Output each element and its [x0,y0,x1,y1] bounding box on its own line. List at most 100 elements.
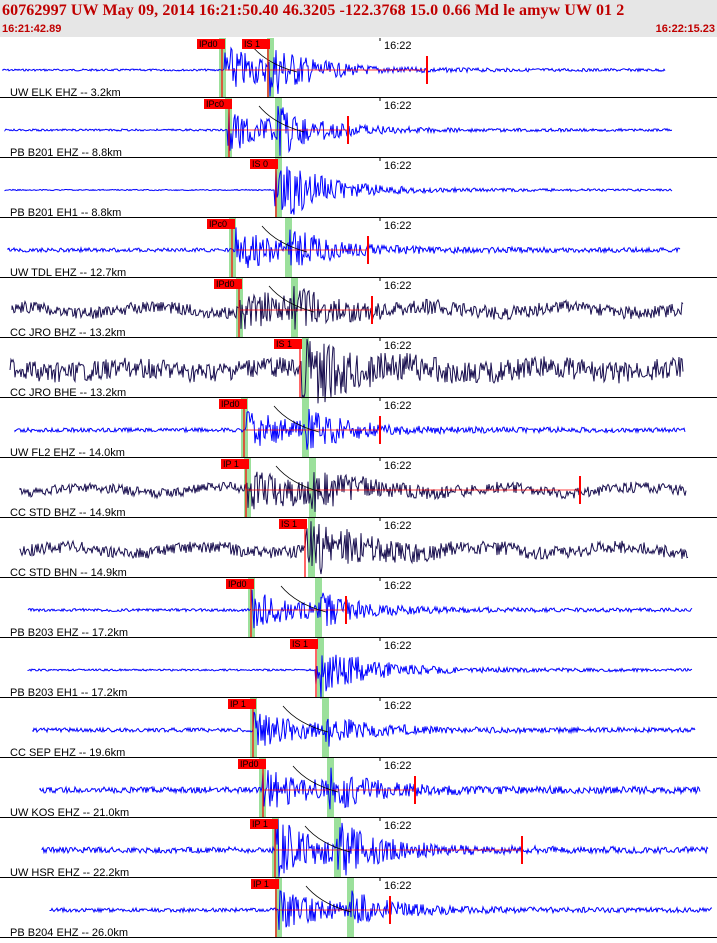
p-pick-flag[interactable] [204,99,232,109]
trace-panel[interactable]: IPd0 16:22 UW FL2 EHZ -- 14.0km [0,398,717,459]
p-pick-flag[interactable] [207,219,235,229]
station-label: UW KOS EHZ -- 21.0km [10,807,129,819]
minute-time-label: 16:22 [384,700,412,712]
s-pick-flag[interactable] [242,39,270,49]
station-label: CC JRO BHZ -- 13.2km [10,327,126,339]
station-label: PB B204 EHZ -- 26.0km [10,927,128,938]
s-pick-label: IS 1 [281,519,297,529]
s-arrival-band [267,38,274,98]
s-pick-flag[interactable] [290,639,318,649]
moveout-curve [268,285,315,313]
minute-time-label: 16:22 [384,280,412,292]
station-label: PB B201 EH1 -- 8.8km [10,207,121,219]
p-pick-flag[interactable] [221,459,249,469]
station-label: UW TDL EHZ -- 12.7km [10,267,126,279]
waveform [27,589,693,629]
trace-panel[interactable]: IP 1 16:22 CC STD BHZ -- 14.9km [0,458,717,519]
station-label: PB B203 EHZ -- 17.2km [10,627,128,639]
waveform [7,227,681,268]
s-pick-flag[interactable] [279,519,307,529]
station-label: CC STD BHN -- 14.9km [10,567,127,579]
s-arrival-band [317,638,324,698]
p-pick-label: IPd0 [228,579,247,589]
p-pick-flag[interactable] [226,579,254,589]
waveform [19,521,689,575]
trace-panel[interactable]: IS 1 16:22 CC STD BHN -- 14.9km [0,518,717,579]
moveout-curve [275,465,322,493]
moveout-curve [305,885,352,913]
minute-time-label: 16:22 [384,820,412,832]
trace-panel[interactable]: IPd0 16:22 UW KOS EHZ -- 21.0km [0,758,717,819]
p-pick-flag[interactable] [197,39,225,49]
station-label: UW HSR EHZ -- 22.2km [10,867,129,879]
minute-time-label: 16:22 [384,520,412,532]
s-pick-label: IS 0 [252,159,268,169]
minute-time-label: 16:22 [384,760,412,772]
s-pick-label: IS 1 [276,339,292,349]
minute-time-label: 16:22 [384,220,412,232]
seismogram-traces[interactable]: IPd0 IS 1 16:22 UW ELK EHZ -- 3.2km IPc0 16:2… [0,38,717,939]
minute-time-label: 16:22 [384,400,412,412]
p-pick-flag[interactable] [228,699,256,709]
waveform [27,654,693,699]
trace-panel[interactable]: IP 1 16:22 CC SEP EHZ -- 19.6km [0,698,717,759]
trace-panel[interactable]: IPd0 16:22 CC JRO BHZ -- 13.2km [0,278,717,339]
waveform [49,890,713,930]
trace-panel[interactable]: IPd0 16:22 PB B203 EHZ -- 17.2km [0,578,717,639]
p-pick-label: IPc0 [209,219,227,229]
s-pick-flag[interactable] [274,339,302,349]
s-pick-flag[interactable] [250,159,278,169]
waveform [4,166,673,215]
station-label: PB B201 EHZ -- 8.8km [10,147,122,159]
p-pick-label: IPd0 [221,399,240,409]
moveout-curve [273,405,320,433]
minute-time-label: 16:22 [384,340,412,352]
moveout-curve [292,765,339,793]
p-pick-label: IPd0 [240,759,259,769]
station-label: UW FL2 EHZ -- 14.0km [10,447,125,459]
trace-panel[interactable]: IP 1 16:22 UW HSR EHZ -- 22.2km [0,818,717,879]
waveform [11,286,684,330]
p-pick-flag[interactable] [251,879,279,889]
station-label: UW ELK EHZ -- 3.2km [10,87,121,99]
p-pick-label: IP 1 [230,699,246,709]
window-end-time: 16:22:15.23 [655,23,715,35]
p-pick-label: IP 1 [223,459,239,469]
waveform [4,106,673,156]
s-arrival-band [309,458,316,518]
moveout-curve [280,585,327,613]
minute-time-label: 16:22 [384,880,412,892]
moveout-curve [304,825,351,853]
minute-time-label: 16:22 [384,100,412,112]
waveform [19,471,687,512]
station-label: CC SEP EHZ -- 19.6km [10,747,125,759]
trace-panel[interactable]: IPc0 16:22 UW TDL EHZ -- 12.7km [0,218,717,279]
moveout-curve [258,105,305,133]
trace-panel[interactable]: IP 1 16:22 PB B204 EHZ -- 26.0km [0,878,717,939]
window-start-time: 16:21:42.89 [2,23,62,35]
trace-panel[interactable]: IS 1 16:22 PB B203 EH1 -- 17.2km [0,638,717,699]
p-pick-flag[interactable] [214,279,242,289]
s-pick-label: IS 1 [244,39,260,49]
p-pick-flag[interactable] [238,759,266,769]
p-pick-label: IPd0 [216,279,235,289]
moveout-curve [261,225,308,253]
s-arrival-band [275,98,282,158]
trace-panel[interactable]: IS 0 16:22 PB B201 EH1 -- 8.8km [0,158,717,219]
seismogram-panel[interactable]: IPd0 IS 1 16:22 UW ELK EHZ -- 3.2km IPc0 16:2… [0,38,717,939]
trace-panel[interactable]: IPd0 IS 1 16:22 UW ELK EHZ -- 3.2km [0,38,717,99]
p-arrival-band [275,878,282,938]
trace-panel[interactable]: IPc0 16:22 PB B201 EHZ -- 8.8km [0,98,717,159]
waveform [32,711,696,747]
s-arrival-band [322,698,329,758]
s-arrival-band [302,338,309,398]
station-label: CC JRO BHE -- 13.2km [10,387,126,399]
waveform [14,408,686,450]
p-pick-flag[interactable] [250,819,278,829]
minute-time-label: 16:22 [384,40,412,52]
event-header: 60762997 UW May 09, 2014 16:21:50.40 46.… [0,0,717,37]
trace-panel[interactable]: IS 1 16:22 CC JRO BHE -- 13.2km [0,338,717,404]
p-pick-flag[interactable] [219,399,247,409]
p-pick-label: IP 1 [253,879,269,889]
s-pick-label: IS 1 [292,639,308,649]
